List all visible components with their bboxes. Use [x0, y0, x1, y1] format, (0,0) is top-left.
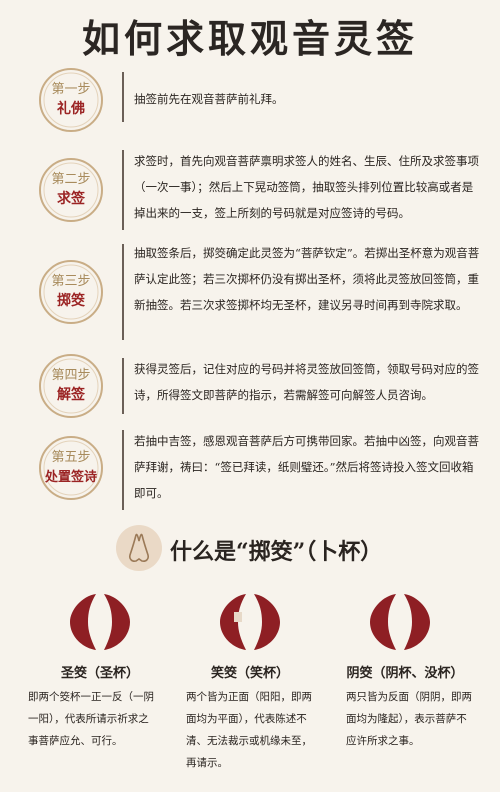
step-badge: 第四步 解签 — [30, 350, 112, 422]
divider — [122, 244, 124, 340]
step-badge: 第三步 掷筊 — [30, 256, 112, 328]
cup-description: 两只皆为反面（阴阴，即两面均为隆起），表示菩萨不应许所求之事。 — [346, 691, 472, 747]
step-text: 抽取签条后，掷筊确定此灵签为“菩萨钦定”。若掷出圣杯意为观音菩萨认定此签；若三次… — [134, 246, 480, 312]
cup-label: 笑筊（笑杯） — [210, 666, 289, 681]
cup-yin-icon — [330, 590, 470, 652]
step-1: 第一步 礼佛 抽签前先在观音菩萨前礼拜。 — [30, 64, 490, 132]
step-3: 第三步 掷筊 抽取签条后，掷筊确定此灵签为“菩萨钦定”。若掷出圣杯意为观音菩萨认… — [30, 240, 490, 340]
step-name: 礼佛 — [57, 101, 85, 117]
cup-label: 阴筊（阴杯、没杯） — [346, 666, 464, 681]
step-badge: 第二步 求签 — [30, 154, 112, 226]
step-number: 第二步 — [51, 172, 91, 187]
badge-frame-icon — [39, 436, 103, 500]
step-number: 第三步 — [51, 274, 91, 289]
cup-description: 即两个筊杯一正一反（一阴一阳），代表所请示祈求之事菩萨应允、可行。 — [28, 691, 154, 747]
badge-frame-icon — [39, 260, 103, 324]
badge-frame-icon — [39, 354, 103, 418]
step-name: 掷筊 — [57, 293, 85, 309]
step-4: 第四步 解签 获得灵签后，记住对应的号码并将灵签放回签筒，领取号码对应的签诗，所… — [30, 352, 490, 418]
cup-description: 两个皆为正面（阳阳，即两面均为平面），代表陈述不清、无法裁示或机缘未至，再请示。 — [186, 691, 312, 769]
step-number: 第五步 — [51, 450, 91, 465]
step-name: 处置签诗 — [44, 470, 97, 485]
step-badge: 第一步 礼佛 — [30, 64, 112, 136]
step-name: 求签 — [57, 191, 85, 207]
step-number: 第四步 — [51, 368, 91, 383]
step-text: 获得灵签后，记住对应的号码并将灵签放回签筒，领取号码对应的签诗，所得签文即菩萨的… — [134, 362, 479, 402]
praying-hands-icon — [116, 525, 162, 571]
step-number: 第一步 — [51, 82, 91, 97]
step-2: 第二步 求签 求签时，首先向观音菩萨禀明求签人的姓名、生辰、住所及求签事项（一次… — [30, 148, 490, 230]
divider — [122, 430, 124, 510]
cup-xiao-icon — [180, 590, 320, 652]
step-5: 第五步 处置签诗 若抽中吉签，感恩观音菩萨后方可携带回家。若抽中凶签，向观音菩萨… — [30, 426, 490, 510]
section-title: 什么是“掷筊”（卜杯） — [170, 539, 383, 565]
badge-frame-icon — [39, 68, 103, 132]
divider — [122, 150, 124, 230]
step-badge: 第五步 处置签诗 — [30, 432, 112, 504]
step-name: 解签 — [57, 387, 85, 403]
page-title: 如何求取观音灵签 — [81, 16, 418, 61]
step-text: 求签时，首先向观音菩萨禀明求签人的姓名、生辰、住所及求签事项（一次一事）；然后上… — [134, 154, 479, 220]
badge-frame-icon — [39, 158, 103, 222]
step-text: 若抽中吉签，感恩观音菩萨后方可携带回家。若抽中凶签，向观音菩萨拜谢，祷曰：“签已… — [134, 434, 479, 500]
divider — [122, 358, 124, 414]
step-text: 抽签前先在观音菩萨前礼拜。 — [134, 92, 284, 106]
divider — [122, 72, 124, 122]
cup-label: 圣筊（圣杯） — [60, 666, 139, 681]
cup-sheng-icon — [30, 590, 170, 652]
